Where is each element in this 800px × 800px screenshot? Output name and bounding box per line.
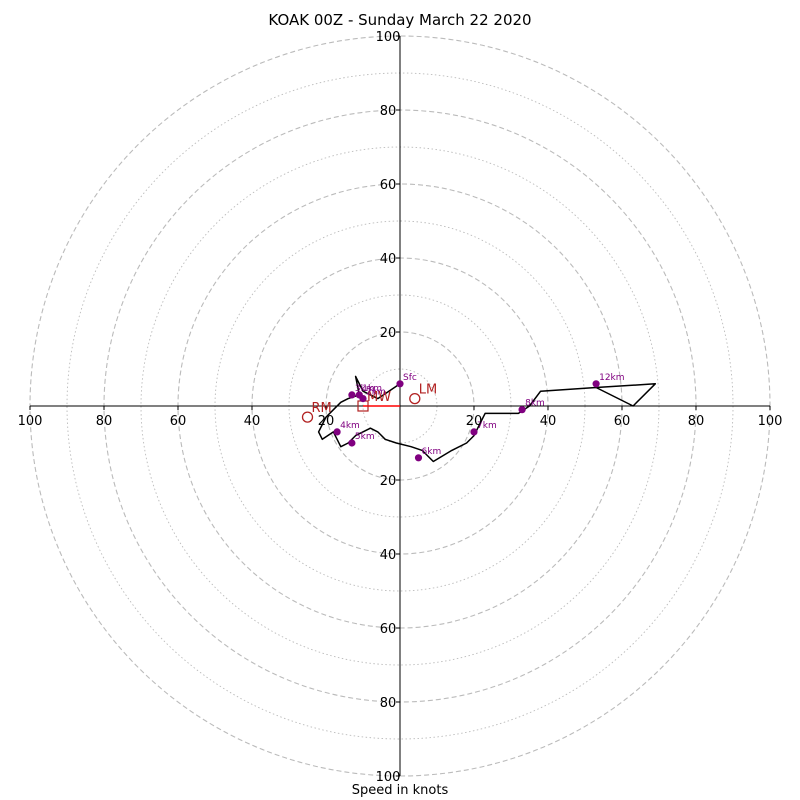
hodograph-line [317,375,657,463]
x-tick-label: 60 [170,414,187,429]
x-tick-label: 40 [540,414,557,429]
x-tick-label: 100 [18,414,43,429]
height-marker [414,454,423,462]
storm-motion-marker [409,392,421,405]
x-tick-label: 100 [758,414,783,429]
x-tick-label: 80 [96,414,113,429]
height-marker [470,428,478,436]
y-tick-label: 40 [380,548,397,563]
height-label: 5km [355,432,375,442]
height-label: 12km [599,373,624,383]
height-marker [592,380,600,388]
chart-title: KOAK 00Z - Sunday March 22 2020 [268,11,532,29]
height-label: 3km [355,384,375,394]
height-label: 4km [340,421,360,431]
storm-motion-label: MW [367,390,391,405]
x-tick-label: 80 [688,414,705,429]
y-tick-label: 40 [380,252,397,267]
height-marker [348,439,356,447]
height-marker [348,391,356,399]
storm-motion-marker [301,411,314,423]
x-tick-label: 40 [244,414,261,429]
height-label: Sfc [403,373,417,383]
y-tick-label: 60 [380,622,397,637]
y-tick-label: 20 [380,326,397,341]
storm-motion-label: RM [312,401,332,416]
y-tick-label: 100 [376,770,401,785]
storm-motion-label: LM [419,383,437,398]
height-label: 7km [477,421,497,431]
tick-labels: 100 80 60 40 20 20 40 60 80 100 100 80 60 40 20 20 40 60 8… [18,30,783,785]
height-label: 8km [525,399,545,409]
height-marker [396,380,404,388]
height-marker [359,395,367,403]
x-tick-label: 20 [466,414,483,429]
x-axis-label: Speed in knots [351,783,449,798]
y-tick-label: 80 [380,104,397,119]
storm-motion-markers: LM RM MW [301,383,437,423]
y-tick-label: 60 [380,178,397,193]
y-tick-label: 80 [380,696,397,711]
height-label: 6km [422,447,442,457]
height-label: 1km [362,384,382,394]
x-tick-label: 60 [614,414,631,429]
height-marker [333,428,341,436]
x-tick-label: 20 [318,414,335,429]
y-tick-label: 100 [376,30,401,45]
hodograph-trace [317,375,657,463]
height-marker [518,406,526,414]
height-label: 2km [366,388,386,398]
y-tick-label: 20 [380,474,397,489]
